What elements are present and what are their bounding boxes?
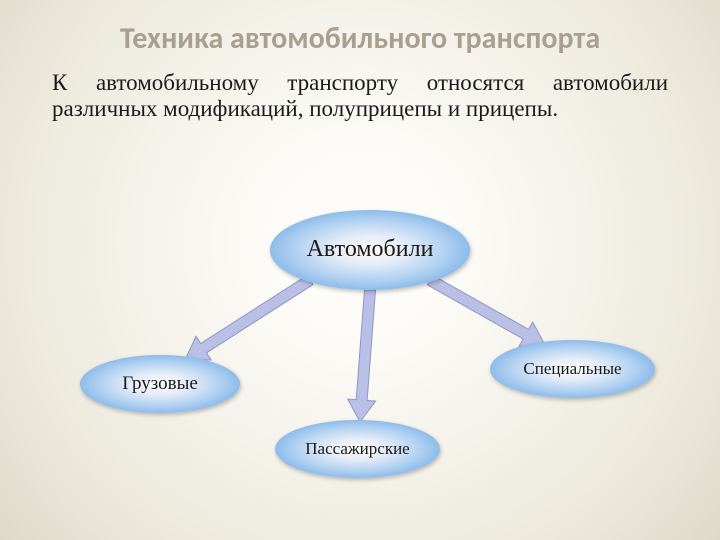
body-paragraph: К автомобильному транспорту относятся ав… [0, 56, 720, 122]
diagram-node-label: Автомобили [299, 237, 442, 262]
diagram: Автомобили Грузовые Пассажирские Специальны… [0, 210, 720, 530]
diagram-arrow [185, 275, 313, 360]
slide-title: Техника автомобильного транспорта [0, 0, 720, 56]
diagram-node-label: Пассажирские [297, 440, 417, 458]
diagram-node-root: Автомобили [270, 210, 470, 290]
diagram-node-label: Специальные [515, 360, 629, 378]
diagram-node-n3: Специальные [490, 340, 655, 398]
diagram-node-label: Грузовые [114, 374, 206, 394]
diagram-node-n1: Грузовые [80, 355, 240, 413]
diagram-arrow [348, 290, 376, 422]
diagram-node-n2: Пассажирские [275, 420, 440, 478]
slide: Техника автомобильного транспорта К авто… [0, 0, 720, 540]
diagram-arrow [427, 275, 545, 346]
